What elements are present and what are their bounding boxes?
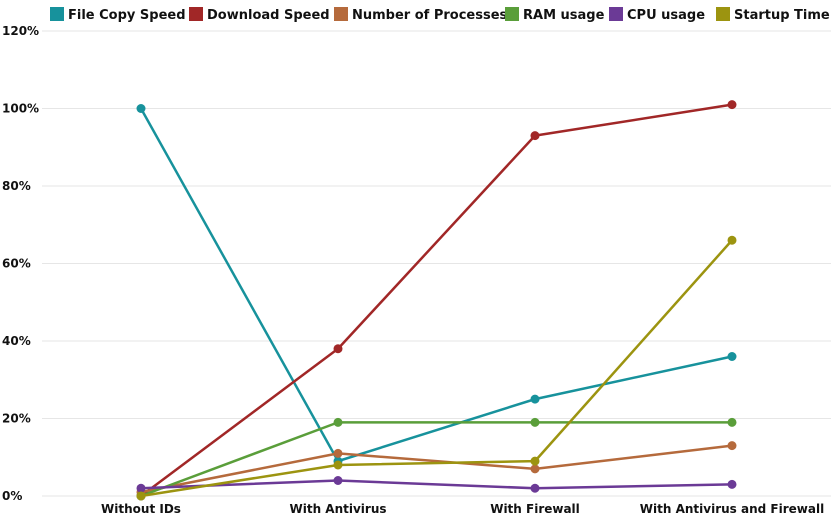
data-point <box>530 464 540 474</box>
series-group <box>136 100 737 501</box>
data-point <box>727 441 737 451</box>
x-tick-label: Without IDs <box>101 502 181 515</box>
legend-item: Startup Time <box>716 7 830 23</box>
y-tick-label: 80% <box>2 179 31 193</box>
legend-item: Download Speed <box>189 7 330 23</box>
data-point <box>333 460 343 470</box>
y-tick-label: 100% <box>2 102 39 116</box>
legend-swatch <box>189 7 203 21</box>
y-tick-label: 40% <box>2 334 31 348</box>
legend-label: Download Speed <box>207 8 330 23</box>
data-point <box>727 479 737 489</box>
legend-swatch <box>716 7 730 21</box>
legend-swatch <box>505 7 519 21</box>
data-point <box>727 352 737 361</box>
legend-label: Startup Time <box>734 8 830 23</box>
legend-label: CPU usage <box>627 8 705 23</box>
legend-swatch <box>334 7 348 21</box>
series-line <box>140 479 733 490</box>
grid <box>42 30 831 497</box>
y-tick-label: 0% <box>2 489 22 503</box>
legend-swatch <box>609 7 623 21</box>
x-tick-label: With Antivirus and Firewall <box>640 502 824 515</box>
y-axis: 0% 20% 40% 60% 80% 100% 120% <box>2 24 39 503</box>
data-point <box>333 448 343 458</box>
data-point <box>530 394 540 404</box>
series-line <box>140 239 733 498</box>
data-point <box>727 235 737 245</box>
data-point <box>333 417 343 427</box>
data-point <box>530 483 540 493</box>
series-5 <box>136 235 737 501</box>
series-line <box>140 421 732 498</box>
data-point <box>530 456 540 466</box>
series-2 <box>136 441 737 497</box>
legend-item: CPU usage <box>609 7 705 23</box>
data-point <box>136 491 146 501</box>
legend-item: Number of Processes <box>334 7 508 23</box>
y-tick-label: 20% <box>2 412 31 426</box>
data-point <box>530 417 540 427</box>
x-tick-label: With Firewall <box>490 502 580 515</box>
data-point <box>333 476 343 485</box>
data-point <box>727 417 737 427</box>
legend-label: File Copy Speed <box>68 8 186 23</box>
series-line <box>139 107 733 463</box>
series-1 <box>136 100 737 501</box>
data-point <box>333 344 343 354</box>
legend-item: File Copy Speed <box>50 7 186 23</box>
data-point <box>136 104 146 113</box>
y-tick-label: 120% <box>2 24 39 38</box>
legend: File Copy Speed Download Speed Number of P… <box>50 7 830 23</box>
x-tick-label: With Antivirus <box>289 502 386 515</box>
data-point <box>136 483 146 493</box>
legend-label: Number of Processes <box>352 8 508 23</box>
y-tick-label: 60% <box>2 257 31 271</box>
series-0 <box>136 104 737 466</box>
legend-label: RAM usage <box>523 8 605 23</box>
x-axis: Without IDs With Antivirus With Firewall Wi… <box>101 502 824 515</box>
legend-item: RAM usage <box>505 7 605 23</box>
legend-swatch <box>50 7 64 21</box>
series-line <box>140 103 733 498</box>
data-point <box>727 100 737 110</box>
data-point <box>530 131 540 141</box>
series-4 <box>136 476 737 493</box>
series-line <box>140 444 733 494</box>
